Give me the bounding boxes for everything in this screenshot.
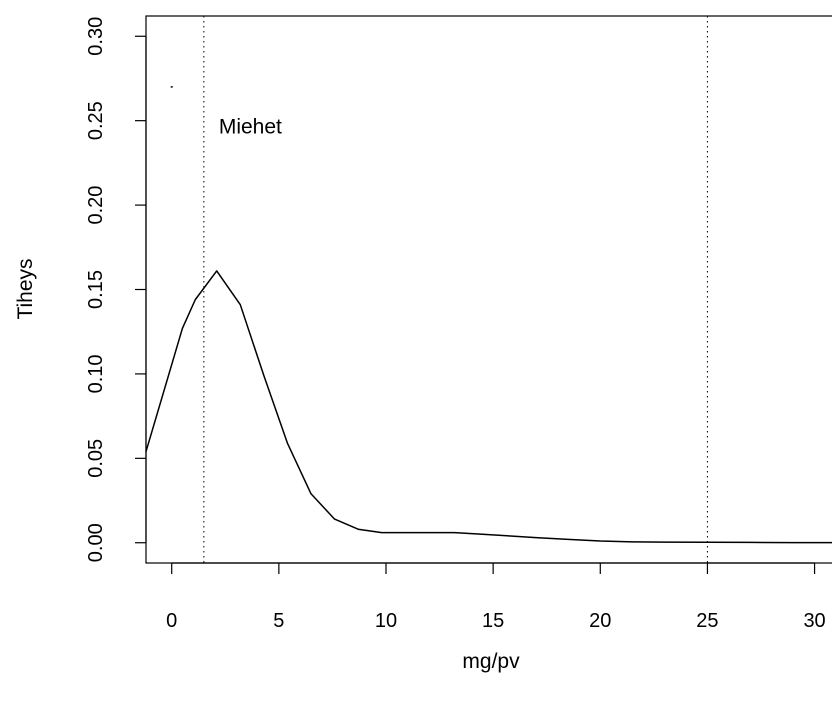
y-tick-label-4: 0.20 [85,186,107,225]
x-tick-label-3: 15 [482,610,504,632]
annotation-miehet: Miehet [219,116,282,139]
series-line-0 [145,270,832,544]
y-axis-title: Tiheys [14,258,37,319]
reference-lines [203,16,708,563]
x-axis: 0 5 10 15 20 25 30 [166,562,826,632]
x-tick-label-5: 25 [696,610,718,632]
y-axis: 0.00 0.05 0.10 0.15 0.20 0.25 0.30 [85,17,147,562]
y-tick-label-1: 0.05 [85,439,107,478]
y-tick-label-2: 0.10 [85,354,107,393]
annotations: Miehet [170,86,282,139]
plot-frame [145,15,832,564]
x-tick-label-4: 20 [589,610,611,632]
y-tick-label-6: 0.30 [85,17,107,56]
x-tick-label-2: 10 [375,610,397,632]
x-tick-label-1: 5 [273,610,284,632]
y-tick-label-0: 0.00 [85,523,107,562]
density-curve [145,270,832,544]
x-axis-title: mg/pv [462,650,520,673]
x-tick-label-6: 30 [803,610,825,632]
x-tick-label-0: 0 [166,610,177,632]
y-tick-label-3: 0.15 [85,270,107,309]
y-tick-label-5: 0.25 [85,101,107,140]
